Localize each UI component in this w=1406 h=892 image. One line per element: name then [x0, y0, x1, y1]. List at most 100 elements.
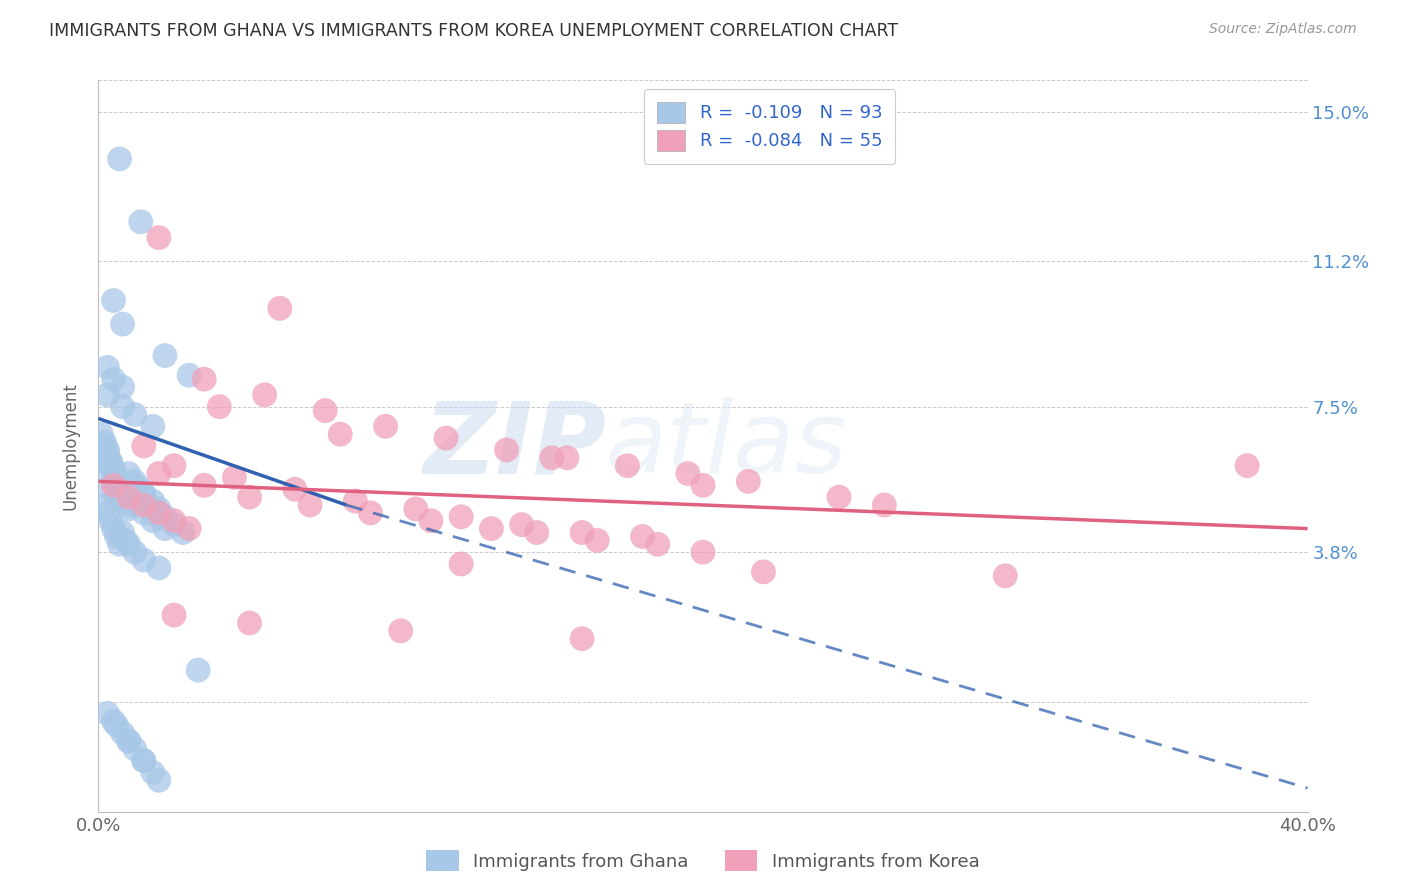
Point: [103, 522, 125, 536]
Point: [96, 360, 118, 375]
Point: [111, 486, 134, 500]
Point: [108, 478, 131, 492]
Point: [360, 506, 382, 520]
Point: [132, 754, 155, 768]
Point: [481, 522, 503, 536]
Point: [647, 537, 669, 551]
Point: [96, 467, 118, 481]
Point: [124, 478, 146, 492]
Point: [148, 467, 170, 481]
Point: [90, 427, 112, 442]
Point: [103, 478, 125, 492]
Point: [96, 506, 118, 520]
Point: [142, 502, 165, 516]
Point: [389, 624, 412, 638]
Point: [103, 462, 125, 476]
Point: [676, 467, 699, 481]
Point: [269, 301, 291, 316]
Point: [526, 525, 548, 540]
Point: [132, 439, 155, 453]
Legend: Immigrants from Ghana, Immigrants from Korea: Immigrants from Ghana, Immigrants from K…: [419, 843, 987, 879]
Point: [374, 419, 396, 434]
Point: [100, 455, 122, 469]
Point: [103, 462, 125, 476]
Point: [752, 565, 775, 579]
Point: [96, 706, 118, 721]
Point: [148, 509, 170, 524]
Point: [100, 482, 122, 496]
Point: [187, 663, 209, 677]
Point: [153, 522, 176, 536]
Point: [153, 509, 176, 524]
Point: [118, 734, 141, 748]
Point: [193, 372, 215, 386]
Point: [100, 514, 122, 528]
Point: [100, 458, 122, 473]
Point: [571, 632, 593, 646]
Point: [124, 545, 146, 559]
Point: [284, 482, 307, 496]
Point: [586, 533, 609, 548]
Point: [142, 514, 165, 528]
Point: [118, 537, 141, 551]
Point: [132, 553, 155, 567]
Point: [114, 533, 136, 548]
Point: [692, 478, 714, 492]
Point: [93, 498, 115, 512]
Point: [142, 419, 165, 434]
Point: [111, 490, 134, 504]
Point: [616, 458, 638, 473]
Point: [994, 568, 1017, 582]
Point: [108, 478, 131, 492]
Text: ZIP: ZIP: [423, 398, 606, 494]
Point: [124, 475, 146, 489]
Point: [96, 388, 118, 402]
Point: [148, 230, 170, 244]
Point: [314, 403, 336, 417]
Point: [571, 525, 593, 540]
Point: [153, 349, 176, 363]
Point: [111, 317, 134, 331]
Point: [163, 608, 186, 623]
Point: [93, 435, 115, 450]
Point: [132, 486, 155, 500]
Text: Source: ZipAtlas.com: Source: ZipAtlas.com: [1209, 22, 1357, 37]
Point: [105, 718, 128, 732]
Point: [103, 293, 125, 308]
Point: [93, 450, 115, 465]
Point: [118, 734, 141, 748]
Point: [692, 545, 714, 559]
Point: [96, 447, 118, 461]
Point: [129, 482, 152, 496]
Point: [135, 498, 157, 512]
Point: [103, 372, 125, 386]
Point: [132, 754, 155, 768]
Point: [631, 529, 654, 543]
Point: [179, 368, 201, 383]
Point: [111, 380, 134, 394]
Point: [105, 470, 128, 484]
Text: IMMIGRANTS FROM GHANA VS IMMIGRANTS FROM KOREA UNEMPLOYMENT CORRELATION CHART: IMMIGRANTS FROM GHANA VS IMMIGRANTS FROM…: [49, 22, 898, 40]
Point: [172, 525, 194, 540]
Point: [129, 215, 152, 229]
Point: [124, 741, 146, 756]
Point: [96, 442, 118, 457]
Point: [737, 475, 759, 489]
Point: [118, 502, 141, 516]
Point: [208, 400, 231, 414]
Point: [873, 498, 896, 512]
Point: [142, 494, 165, 508]
Point: [103, 475, 125, 489]
Point: [329, 427, 352, 442]
Point: [108, 152, 131, 166]
Point: [540, 450, 562, 465]
Point: [111, 726, 134, 740]
Point: [179, 522, 201, 536]
Point: [105, 529, 128, 543]
Point: [555, 450, 578, 465]
Point: [111, 525, 134, 540]
Point: [299, 498, 322, 512]
Point: [344, 494, 367, 508]
Point: [93, 439, 115, 453]
Point: [239, 615, 262, 630]
